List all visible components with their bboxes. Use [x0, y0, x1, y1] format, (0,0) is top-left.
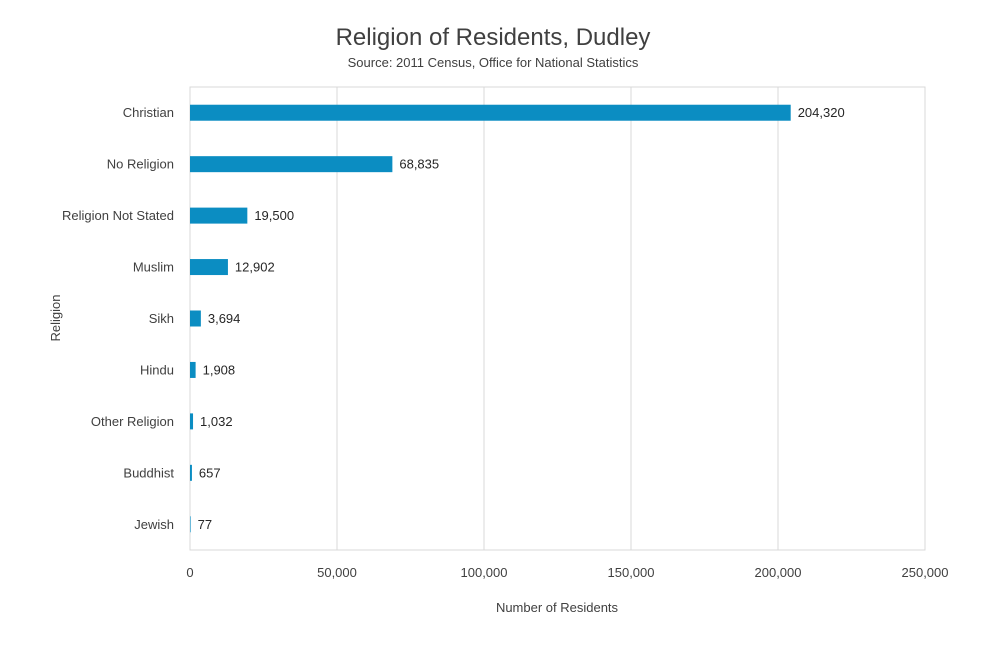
data-label: 204,320 — [798, 105, 845, 120]
x-tick-label: 200,000 — [755, 565, 802, 580]
category-label: Religion Not Stated — [62, 208, 174, 223]
gridlines — [336, 87, 779, 550]
bar — [190, 413, 194, 430]
data-label: 1,032 — [200, 414, 233, 429]
category-label: Hindu — [140, 362, 174, 377]
x-tick-label: 0 — [186, 565, 193, 580]
data-label: 3,694 — [208, 311, 241, 326]
category-label: Other Religion — [91, 414, 174, 429]
data-label: 12,902 — [235, 260, 275, 275]
category-label: No Religion — [107, 157, 174, 172]
category-label: Buddhist — [123, 465, 174, 480]
chart-title: Religion of Residents, Dudley — [336, 24, 651, 51]
category-label: Christian — [123, 105, 174, 120]
data-label: 657 — [199, 465, 221, 480]
category-labels: Christian No Religion Religion Not Stated M… — [62, 105, 174, 532]
x-tick-label: 50,000 — [317, 565, 357, 580]
chart-subtitle: Source: 2011 Census, Office for National… — [348, 55, 639, 70]
x-tick-label: 100,000 — [461, 565, 508, 580]
data-label: 1,908 — [203, 362, 236, 377]
data-label: 68,835 — [399, 157, 439, 172]
x-axis-title: Number of Residents — [496, 600, 619, 615]
bar — [190, 156, 393, 173]
data-label: 77 — [198, 517, 212, 532]
x-tick-label: 250,000 — [902, 565, 949, 580]
data-label: 19,500 — [254, 208, 294, 223]
bar — [190, 464, 192, 481]
x-tick-labels: 0 50,000 100,000 150,000 200,000 250,000 — [186, 565, 948, 580]
y-axis-title: Religion — [48, 295, 63, 342]
bar — [190, 104, 791, 121]
category-label: Jewish — [134, 517, 174, 532]
x-tick-label: 150,000 — [608, 565, 655, 580]
category-label: Sikh — [149, 311, 174, 326]
bar — [190, 207, 248, 224]
bar — [190, 361, 196, 378]
bar — [190, 259, 228, 276]
bar — [190, 516, 191, 533]
category-label: Muslim — [133, 260, 174, 275]
bars — [190, 104, 791, 533]
data-labels: 204,320 68,835 19,500 12,902 3,694 1,908 1,032… — [198, 105, 845, 532]
bar — [190, 310, 201, 327]
